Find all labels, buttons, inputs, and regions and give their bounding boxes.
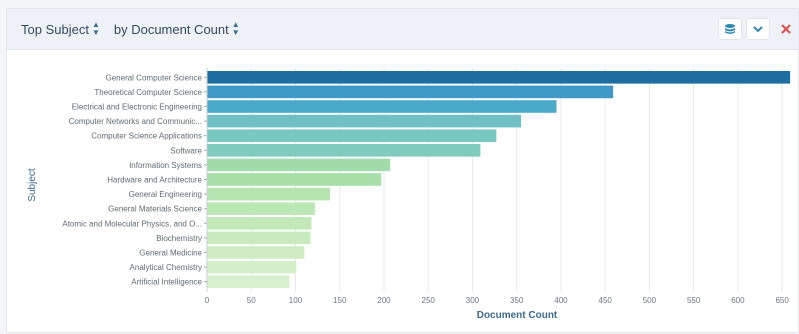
bar[interactable] [207,173,382,186]
chevron-down-icon [753,26,763,33]
subject-select-label: Top Subject [21,21,89,37]
category-label: General Engineering [129,190,202,199]
x-tick-label: 650 [775,296,789,305]
panel-header: Top Subject ▲ ▼ by Document Count ▲ ▼ [7,9,798,50]
category-label: Analytical Chemistry [130,263,202,272]
category-label: General Computer Science [106,73,203,82]
category-label: Biochemistry [156,234,202,243]
bar[interactable] [207,260,297,274]
database-stack-icon [725,24,735,34]
bar[interactable] [207,85,614,99]
layers-button[interactable] [718,18,742,40]
bar[interactable] [207,100,557,113]
x-tick-labels: 0 50 100 150 200 250 300 350 400 450 500 550 600 650 [205,296,790,305]
sort-arrows-icon: ▲ ▼ [91,20,100,37]
x-tick-label: 500 [643,296,657,305]
panel-title: Top Subject ▲ ▼ by Document Count ▲ ▼ [21,21,240,37]
x-tick-label: 50 [247,296,256,305]
category-label: Software [170,146,202,155]
category-label: Computer Networks and Communic... [69,117,202,126]
bar[interactable] [207,246,305,259]
x-tick-label: 100 [289,296,303,305]
bar[interactable] [207,129,497,142]
chart-panel: Top Subject ▲ ▼ by Document Count ▲ ▼ [6,8,799,333]
subject-select[interactable]: Top Subject ▲ ▼ [21,21,100,37]
x-tick-label: 600 [731,296,745,305]
close-icon [781,24,791,34]
sort-arrows-icon: ▲ ▼ [231,20,240,37]
bar[interactable] [207,275,290,288]
metric-select-label: by Document Count [113,21,229,37]
category-label: Artificial Intelligence [131,278,202,287]
bar[interactable] [207,114,522,128]
x-axis-title: Document Count [477,310,558,321]
bar[interactable] [207,231,311,245]
x-tick-label: 400 [554,296,568,305]
category-label: Computer Science Applications [91,132,202,141]
category-label: Information Systems [129,161,202,170]
bars [207,71,791,288]
category-label: Theoretical Computer Science [94,88,202,97]
x-tick-label: 250 [422,296,436,305]
x-tick-label: 200 [377,296,391,305]
y-axis-title: Subject [27,168,38,202]
bar[interactable] [207,217,312,230]
category-labels: General Computer Science Theoretical Comp… [62,73,207,287]
collapse-button[interactable] [746,18,770,40]
bar[interactable] [207,187,330,201]
bar[interactable] [207,71,791,84]
category-label: General Materials Science [108,205,202,214]
x-tick-label: 0 [205,296,210,305]
x-tick-label: 150 [333,296,347,305]
x-tick-label: 450 [599,296,613,305]
x-tick-label: 300 [466,296,480,305]
metric-select[interactable]: by Document Count ▲ ▼ [114,21,240,37]
category-label: Hardware and Architecture [107,176,202,185]
bar[interactable] [207,202,315,215]
category-label: General Medicine [139,249,202,258]
x-tick-label: 350 [510,296,524,305]
bar[interactable] [207,158,391,172]
x-tick-label: 550 [687,296,701,305]
bar[interactable] [207,144,481,157]
close-button[interactable] [774,18,798,40]
bar-chart: General Computer Science Theoretical Comp… [27,68,791,321]
category-label: Electrical and Electronic Engineering [72,103,202,112]
panel-actions [718,18,798,40]
category-label: Atomic and Molecular Physics, and O... [62,219,202,228]
